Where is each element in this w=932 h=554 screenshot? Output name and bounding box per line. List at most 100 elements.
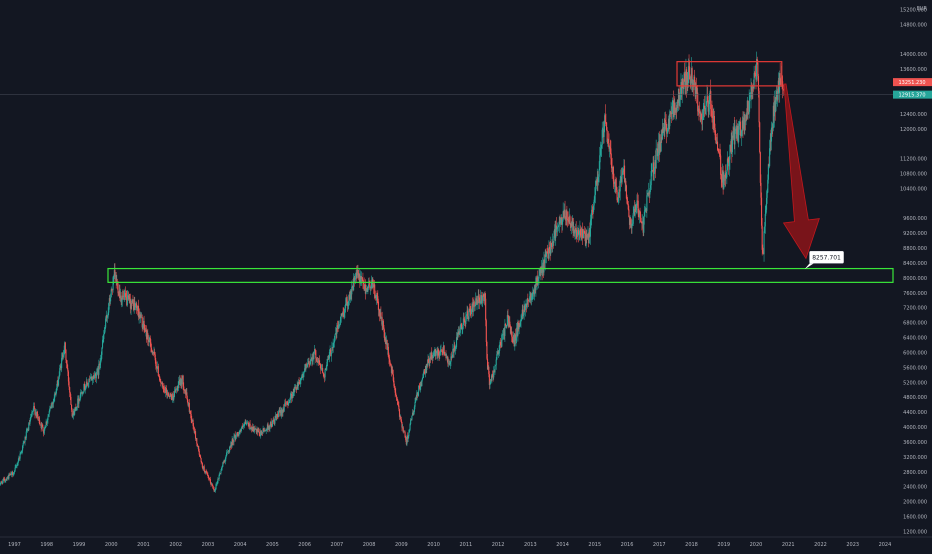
- x-tick-label: 2014: [556, 542, 569, 548]
- x-tick-label: 2006: [298, 542, 311, 548]
- candle-body: [467, 311, 468, 317]
- x-tick-label: 2007: [331, 542, 344, 548]
- y-tick-label: 2800.000: [903, 470, 927, 476]
- candle-body: [65, 350, 66, 360]
- x-tick-label: 1998: [40, 542, 53, 548]
- candle-body: [759, 122, 760, 152]
- y-tick-label: 8000.000: [903, 276, 927, 282]
- y-tick-label: 9200.000: [903, 231, 927, 237]
- candle-body: [325, 369, 326, 377]
- candle-body: [767, 193, 768, 198]
- y-tick-label: 1600.000: [903, 514, 927, 520]
- candle-body: [322, 368, 323, 373]
- candle-body: [227, 452, 228, 453]
- y-tick-label: 7600.000: [903, 291, 927, 297]
- candle-body: [183, 387, 184, 390]
- candle-body: [527, 299, 528, 300]
- candle-body: [646, 195, 647, 211]
- price-tag-label: 13251.230: [898, 80, 925, 86]
- y-tick-label: 10400.000: [900, 186, 927, 192]
- candle-body: [308, 361, 309, 364]
- x-tick-label: 2001: [137, 542, 150, 548]
- candle-body: [47, 417, 48, 420]
- candle-body: [599, 169, 600, 176]
- candle-body: [303, 372, 304, 373]
- candle-body: [69, 381, 70, 387]
- y-tick-label: 14800.000: [900, 22, 927, 28]
- x-tick-label: 2019: [717, 542, 730, 548]
- candle-body: [351, 287, 352, 294]
- x-tick-label: 2016: [621, 542, 634, 548]
- y-tick-label: 4400.000: [903, 410, 927, 416]
- y-tick-label: 1200.000: [903, 529, 927, 535]
- candle-body: [110, 297, 111, 301]
- candle-body: [633, 213, 634, 224]
- x-tick-label: 2010: [427, 542, 440, 548]
- candle-body: [80, 392, 81, 396]
- y-tick-label: 8400.000: [903, 261, 927, 267]
- candle-body: [315, 349, 316, 350]
- y-tick-label: 4800.000: [903, 395, 927, 401]
- x-tick-label: 2021: [782, 542, 795, 548]
- y-tick-label: 9600.000: [903, 216, 927, 222]
- candle-body: [70, 397, 71, 405]
- candle-body: [58, 379, 59, 386]
- x-tick-label: 2023: [846, 542, 859, 548]
- candle-body: [181, 379, 182, 384]
- y-tick-label: 5600.000: [903, 365, 927, 371]
- y-tick-label: 6000.000: [903, 350, 927, 356]
- x-tick-label: 2003: [202, 542, 215, 548]
- candle-body: [65, 343, 66, 350]
- callout-label: 8257.701: [812, 255, 841, 262]
- candle-body: [315, 350, 316, 358]
- x-tick-label: 1997: [8, 542, 21, 548]
- candle-body: [220, 471, 221, 474]
- candle-body: [173, 397, 174, 399]
- price-tag-label: 12915.370: [898, 93, 925, 99]
- x-tick-label: 2020: [750, 542, 763, 548]
- x-tick-label: 2002: [169, 542, 182, 548]
- x-tick-label: 2012: [492, 542, 505, 548]
- y-tick-label: 12000.000: [900, 127, 927, 133]
- candle-body: [284, 406, 285, 411]
- candle-body: [747, 101, 748, 112]
- x-tick-label: 2004: [234, 542, 247, 548]
- candle-body: [398, 406, 399, 410]
- candle-body: [494, 366, 495, 373]
- y-tick-label: 4000.000: [903, 425, 927, 431]
- candle-body: [103, 334, 104, 339]
- candle-body: [783, 89, 784, 91]
- y-tick-label: 2000.000: [903, 500, 927, 506]
- x-tick-label: 1999: [73, 542, 86, 548]
- y-tick-label: 11200.000: [900, 157, 927, 163]
- candle-body: [622, 175, 623, 183]
- x-tick-label: 2005: [266, 542, 279, 548]
- y-tick-label: 10800.000: [900, 171, 927, 177]
- x-tick-label: 2008: [363, 542, 376, 548]
- candle-body: [569, 216, 570, 224]
- candle-body: [334, 335, 335, 341]
- candle-body: [162, 383, 163, 386]
- candle-body: [486, 320, 487, 342]
- y-tick-label: 3200.000: [903, 455, 927, 461]
- x-tick-label: 2000: [105, 542, 118, 548]
- candle-body: [26, 432, 27, 439]
- candle-body: [656, 148, 657, 168]
- x-tick-label: 2013: [524, 542, 537, 548]
- x-tick-label: 2015: [588, 542, 601, 548]
- candle-body: [411, 416, 412, 420]
- candle-body: [496, 360, 497, 366]
- candle-body: [378, 302, 379, 310]
- x-tick-label: 2009: [395, 542, 408, 548]
- y-tick-label: 8800.000: [903, 246, 927, 252]
- candle-body: [278, 411, 279, 417]
- y-tick-label: 6800.000: [903, 321, 927, 327]
- candle-body: [765, 214, 766, 226]
- candle-body: [233, 436, 234, 442]
- candle-body: [199, 451, 200, 455]
- candle-body: [195, 431, 196, 439]
- y-tick-label: 2400.000: [903, 485, 927, 491]
